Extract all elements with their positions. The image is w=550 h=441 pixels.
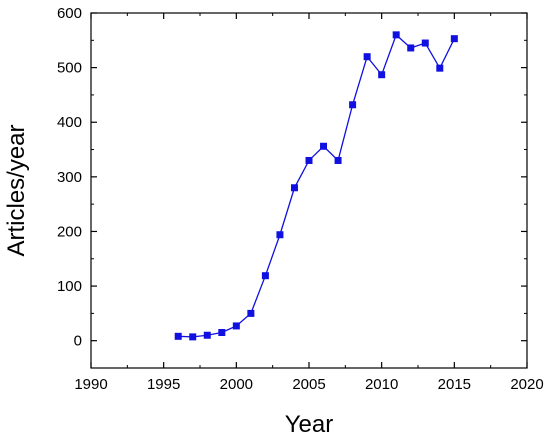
data-point <box>261 272 269 280</box>
data-point <box>436 64 444 72</box>
data-point <box>392 31 400 39</box>
y-tick-label: 500 <box>57 60 82 77</box>
x-tick-label: 2000 <box>220 376 253 393</box>
data-point <box>320 142 328 150</box>
data-point <box>276 231 284 239</box>
data-point <box>189 333 197 341</box>
x-axis-title: Year <box>285 411 334 438</box>
data-point <box>450 35 458 43</box>
data-point <box>349 101 357 109</box>
y-tick-label: 300 <box>57 169 82 186</box>
y-axis-title: Articles/year <box>3 124 30 256</box>
x-axis: 1990 1995 2000 2005 2010 2015 2020 <box>74 13 544 393</box>
data-point <box>232 322 240 330</box>
y-tick-label: 100 <box>57 278 82 295</box>
x-tick-label: 2005 <box>292 376 325 393</box>
plot-border <box>90 12 528 369</box>
data-point <box>305 156 313 164</box>
x-tick-label: 1995 <box>147 376 180 393</box>
data-point <box>334 156 342 164</box>
x-tick-label: 2020 <box>510 376 543 393</box>
x-tick-label: 1990 <box>74 376 107 393</box>
series-line <box>178 33 455 338</box>
data-point <box>174 332 182 340</box>
y-tick-label: 200 <box>57 223 82 240</box>
x-tick-label: 2015 <box>438 376 471 393</box>
data-point <box>218 329 226 336</box>
data-point <box>407 44 415 52</box>
x-tick-label: 2010 <box>365 376 398 393</box>
data-point <box>290 184 298 192</box>
y-tick-label: 0 <box>74 333 82 350</box>
data-point <box>378 71 386 79</box>
data-point <box>203 331 211 339</box>
plot-frame <box>90 12 528 369</box>
data-point <box>421 39 429 47</box>
series-articles-per-year <box>174 31 458 341</box>
data-point <box>363 53 371 61</box>
y-axis: 0 100 200 300 400 500 600 <box>57 5 527 369</box>
y-tick-label: 600 <box>57 5 82 22</box>
data-point <box>247 309 255 317</box>
y-tick-label: 400 <box>57 114 82 131</box>
